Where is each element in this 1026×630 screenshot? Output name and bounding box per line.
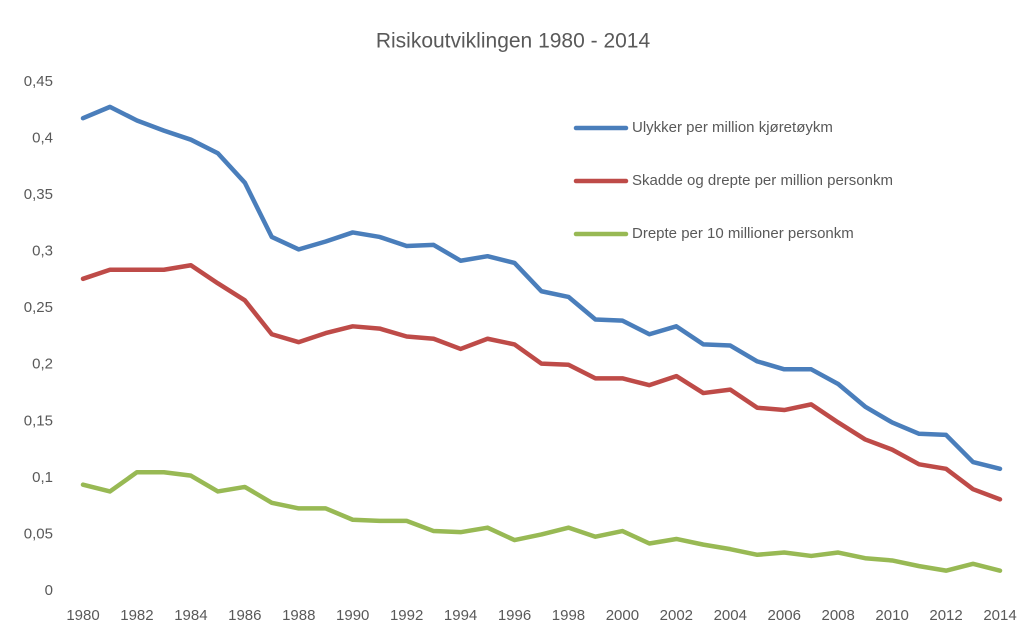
y-tick-label: 0,4: [32, 130, 53, 147]
data-line: [80, 469, 1003, 573]
y-tick-label: 0,35: [24, 186, 53, 203]
y-tick-label: 0: [45, 582, 53, 599]
x-tick-label: 1994: [444, 607, 477, 624]
x-tick-label: 2000: [606, 607, 639, 624]
x-tick-label: 1980: [66, 607, 99, 624]
y-tick-label: 0,2: [32, 356, 53, 373]
legend-label: Skadde og drepte per million personkm: [632, 172, 893, 189]
y-tick-label: 0,25: [24, 299, 53, 316]
x-tick-label: 2006: [768, 607, 801, 624]
data-line: [80, 104, 1003, 472]
x-tick-label: 1996: [498, 607, 531, 624]
x-tick-label: 1998: [552, 607, 585, 624]
chart-title: Risikoutviklingen 1980 - 2014: [376, 30, 651, 53]
x-tick-label: 2008: [821, 607, 854, 624]
y-tick-label: 0,05: [24, 525, 53, 542]
x-tick-label: 2010: [875, 607, 908, 624]
x-tick-label: 1992: [390, 607, 423, 624]
x-tick-label: 2004: [714, 607, 747, 624]
data-line: [80, 262, 1003, 502]
y-tick-label: 0,1: [32, 469, 53, 486]
y-tick-label: 0,3: [32, 243, 53, 260]
legend-label: Drepte per 10 millioner personkm: [632, 225, 854, 242]
x-tick-label: 1982: [120, 607, 153, 624]
x-tick-label: 1986: [228, 607, 261, 624]
x-tick-label: 1988: [282, 607, 315, 624]
y-tick-label: 0,45: [24, 73, 53, 90]
x-tick-label: 2012: [929, 607, 962, 624]
x-tick-label: 2014: [983, 607, 1016, 624]
y-tick-label: 0,15: [24, 412, 53, 429]
x-tick-label: 1984: [174, 607, 207, 624]
legend-label: Ulykker per million kjøretøykm: [632, 119, 833, 136]
x-tick-label: 2002: [660, 607, 693, 624]
x-tick-label: 1990: [336, 607, 369, 624]
